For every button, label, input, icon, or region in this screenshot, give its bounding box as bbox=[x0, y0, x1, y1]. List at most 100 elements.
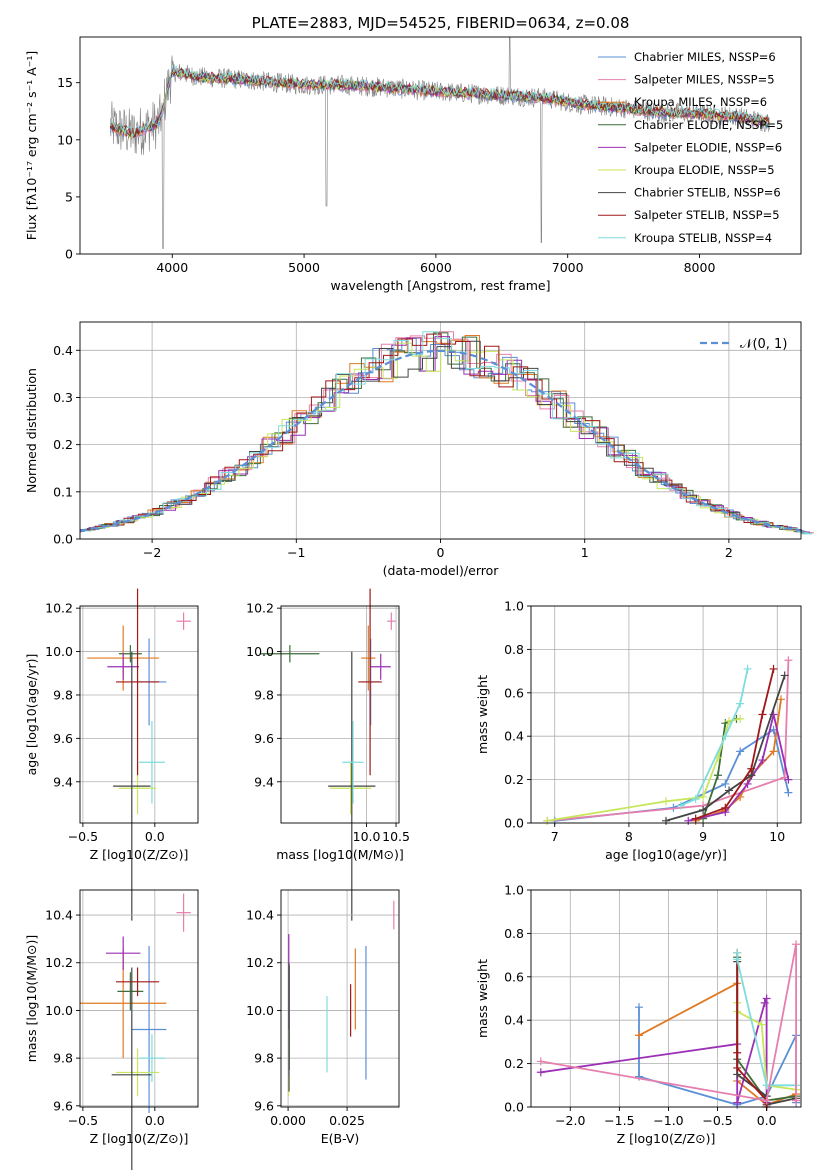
model-spectrum bbox=[109, 66, 770, 138]
axes-frame bbox=[280, 889, 400, 1108]
x-tick-label: 0.025 bbox=[329, 1113, 365, 1128]
x-tick-label: 8000 bbox=[684, 260, 716, 275]
y-tick-label: 1.0 bbox=[504, 599, 524, 614]
y-tick-label: 0.2 bbox=[504, 772, 524, 787]
gaussian-curve bbox=[79, 349, 802, 532]
x-tick-label: 0.0 bbox=[145, 829, 165, 844]
x-tick-label: 0 bbox=[437, 545, 445, 560]
data-point-marker bbox=[721, 732, 730, 741]
data-point-marker bbox=[699, 792, 708, 801]
y-tick-label: 0.0 bbox=[504, 816, 524, 831]
data-point-marker bbox=[736, 714, 745, 723]
legend-label: Chabrier STELIB, NSSP=6 bbox=[634, 186, 781, 200]
data-point-marker bbox=[699, 805, 708, 814]
data-point-marker bbox=[747, 764, 756, 773]
y-tick-label: 9.6 bbox=[53, 731, 73, 746]
data-point-marker bbox=[736, 747, 745, 756]
y-tick-label: 9.4 bbox=[53, 774, 73, 789]
data-point-marker bbox=[743, 779, 752, 788]
y-axis-label: mass [log10(M/M⊙)] bbox=[24, 935, 39, 1063]
y-tick-label: 10 bbox=[57, 132, 73, 147]
y-tick-label: 0.0 bbox=[53, 532, 73, 547]
legend-label: Kroupa MILES, NSSP=6 bbox=[634, 95, 767, 109]
y-tick-label: 9.8 bbox=[254, 1051, 274, 1066]
legend-label: Salpeter STELIB, NSSP=5 bbox=[634, 208, 780, 222]
mass-weight-line bbox=[540, 998, 768, 1103]
x-axis-label: Z [log10(Z/Z⊙)] bbox=[617, 1131, 716, 1146]
x-tick-label: 0.000 bbox=[270, 1113, 306, 1128]
x-tick-label: 10 bbox=[769, 829, 785, 844]
x-tick-label: −2 bbox=[143, 545, 161, 560]
data-point-marker bbox=[733, 1098, 742, 1107]
y-tick-label: 10.2 bbox=[45, 601, 73, 616]
data-point-marker bbox=[769, 664, 778, 673]
x-axis-label: wavelength [Angstrom, rest frame] bbox=[330, 278, 550, 293]
x-tick-label: −1.0 bbox=[653, 1113, 683, 1128]
x-tick-label: 7000 bbox=[552, 260, 584, 275]
chart-title: PLATE=2883, MJD=54525, FIBERID=0634, z=0… bbox=[252, 14, 630, 32]
x-tick-label: −0.5 bbox=[702, 1113, 732, 1128]
legend-label: Salpeter ELODIE, NSSP=6 bbox=[634, 140, 782, 154]
y-tick-label: 10.4 bbox=[246, 908, 274, 923]
data-point-marker bbox=[784, 656, 793, 665]
legend-label: Salpeter MILES, NSSP=5 bbox=[634, 73, 775, 87]
x-axis-label: mass [log10(M/M⊙)] bbox=[276, 847, 404, 862]
y-tick-label: 5 bbox=[65, 189, 73, 204]
y-tick-label: 1.0 bbox=[504, 883, 524, 898]
data-point-marker bbox=[721, 803, 730, 812]
x-tick-label: −0.5 bbox=[68, 829, 98, 844]
data-point-marker bbox=[776, 695, 785, 704]
y-tick-label: 9.6 bbox=[254, 731, 274, 746]
y-tick-label: 0.6 bbox=[504, 685, 524, 700]
data-point-marker bbox=[760, 998, 769, 1007]
data-point-marker bbox=[733, 1048, 742, 1057]
x-tick-label: −1.5 bbox=[604, 1113, 634, 1128]
data-point-marker bbox=[676, 801, 685, 810]
data-point-marker bbox=[733, 1063, 742, 1072]
data-point-marker bbox=[691, 814, 700, 823]
data-point-marker bbox=[662, 816, 670, 825]
x-tick-label: −1 bbox=[287, 545, 305, 560]
data-point-marker bbox=[635, 1003, 643, 1012]
x-tick-label: 8 bbox=[625, 829, 633, 844]
y-tick-label: 10.0 bbox=[45, 1003, 73, 1018]
data-point-marker bbox=[792, 1096, 801, 1105]
y-tick-label: 15 bbox=[57, 75, 73, 90]
histogram-step bbox=[80, 331, 813, 535]
y-tick-label: 9.6 bbox=[254, 1098, 274, 1113]
data-point-marker bbox=[713, 771, 722, 780]
x-tick-label: 7 bbox=[551, 829, 559, 844]
x-tick-label: 5000 bbox=[288, 260, 320, 275]
legend-label: Kroupa STELIB, NSSP=4 bbox=[634, 231, 772, 245]
x-tick-label: 0.0 bbox=[145, 1113, 165, 1128]
axes-frame bbox=[280, 605, 400, 824]
y-tick-label: 10.0 bbox=[246, 644, 274, 659]
data-point-marker bbox=[784, 775, 793, 784]
mass-weight-line bbox=[547, 660, 790, 822]
y-axis-label: Flux [fλ10⁻¹⁷ erg cm⁻² s⁻¹ A⁻¹] bbox=[24, 51, 39, 240]
legend-label: Chabrier ELODIE, NSSP=5 bbox=[634, 118, 783, 132]
axes-frame bbox=[79, 321, 802, 540]
x-tick-label: 10.5 bbox=[382, 829, 410, 844]
mass-weight-line bbox=[688, 714, 790, 822]
data-point-marker bbox=[635, 1031, 643, 1040]
model-spectrum bbox=[109, 65, 770, 138]
data-point-marker bbox=[725, 786, 734, 795]
x-tick-label: 1 bbox=[581, 545, 589, 560]
y-tick-label: 0.1 bbox=[53, 484, 73, 499]
y-tick-label: 0.6 bbox=[504, 969, 524, 984]
data-point-marker bbox=[543, 816, 552, 825]
data-point-marker bbox=[743, 664, 752, 673]
data-point-marker bbox=[758, 710, 767, 719]
y-axis-label: age [log10(age/yr)] bbox=[24, 654, 39, 776]
mass-weight-line bbox=[540, 944, 797, 1102]
x-axis-label: Z [log10(Z/Z⊙)] bbox=[90, 1131, 189, 1146]
x-tick-label: −2.0 bbox=[555, 1113, 585, 1128]
x-axis-label: E(B-V) bbox=[321, 1131, 360, 1146]
data-point-marker bbox=[733, 955, 742, 964]
x-axis-label: (data-model)/error bbox=[383, 563, 500, 578]
y-axis-label: mass weight bbox=[475, 959, 490, 1038]
mass-weight-line bbox=[547, 717, 741, 822]
axes-frame bbox=[79, 36, 802, 255]
